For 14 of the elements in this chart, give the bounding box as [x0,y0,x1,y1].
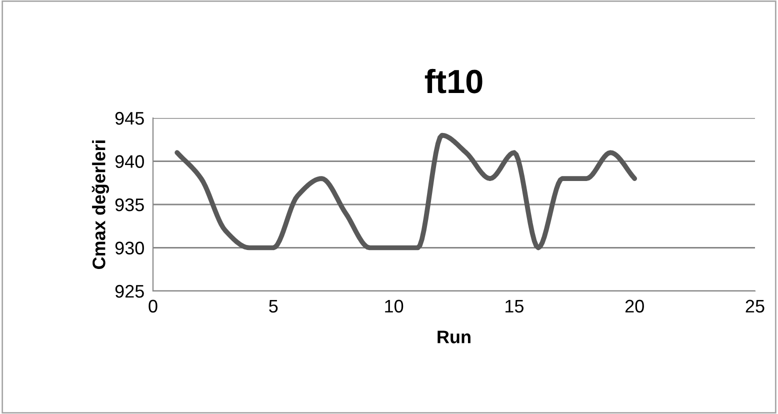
x-tick-label: 5 [269,300,278,313]
x-tick-label: 25 [746,300,764,313]
chart-title: ft10 [424,68,482,94]
x-tick-label: 0 [148,300,158,313]
x-tick-label: 10 [385,300,404,313]
y-tick-label: 925 [115,284,144,298]
y-tick-label: 930 [115,242,144,254]
x-tick-label: 20 [625,300,644,313]
x-tick-label: 15 [506,300,524,313]
y-tick-label: 940 [115,155,144,168]
y-tick-label: 935 [115,198,144,212]
x-axis-title: Run [438,330,470,344]
y-tick-label: 945 [115,112,144,125]
y-axis-title: Cmax değerleri [92,140,109,269]
